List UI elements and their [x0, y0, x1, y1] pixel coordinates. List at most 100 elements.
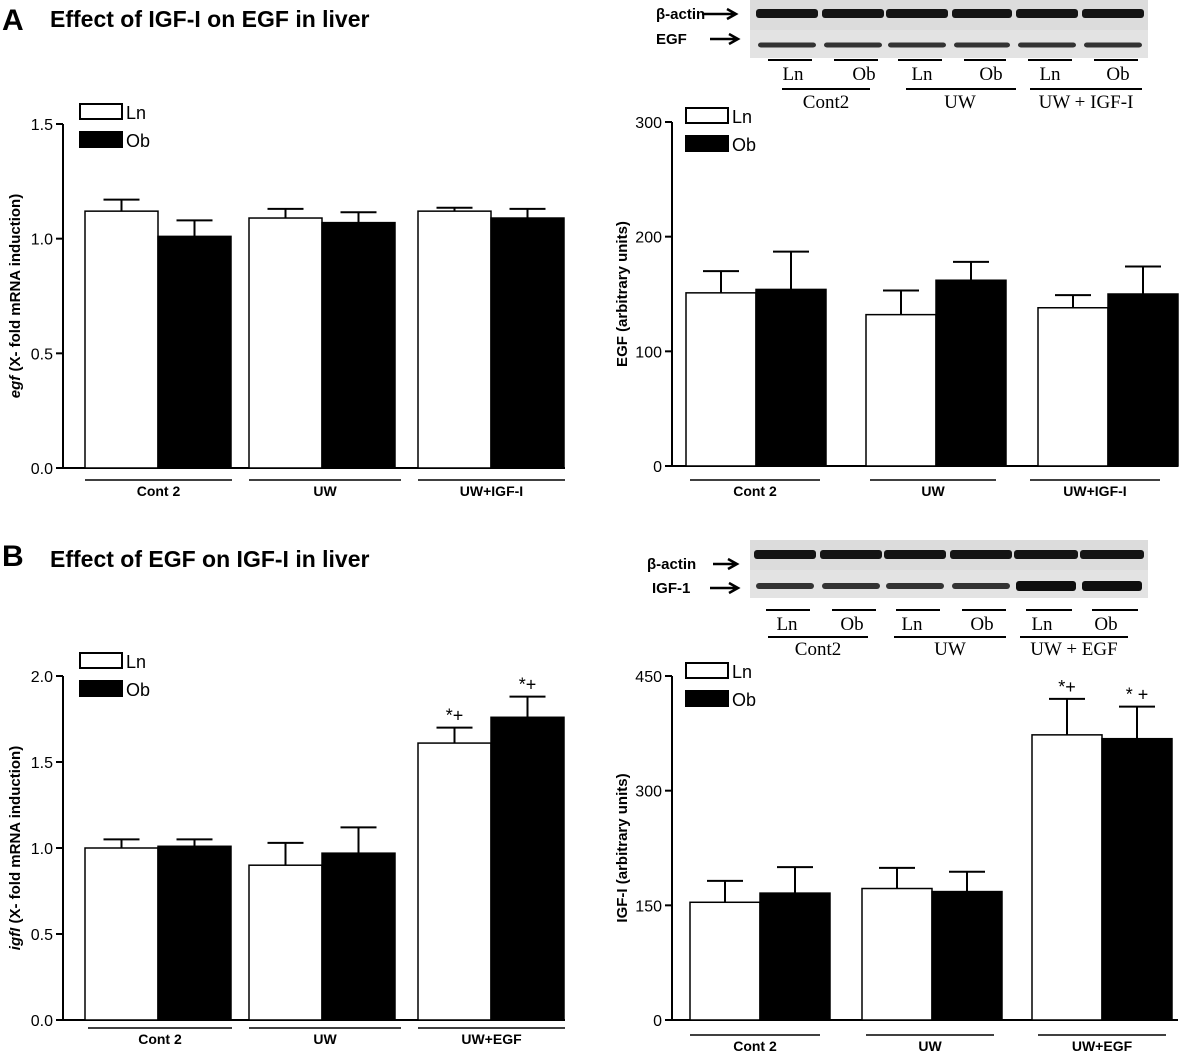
category-label: UW+IGF-I: [460, 483, 523, 499]
y-tick-label: 0.0: [31, 461, 53, 478]
blot-lane-label: Ln: [1031, 614, 1053, 635]
bar-ln: [417, 742, 492, 1021]
bar-ob: [157, 845, 232, 1021]
y-tick-label: 300: [635, 115, 662, 132]
y-tick-label: 0: [653, 1013, 662, 1030]
bar-ob: [755, 288, 827, 467]
category-label: UW: [313, 1031, 337, 1047]
bar-ln: [861, 887, 933, 1021]
blot-lane-label: Ln: [776, 614, 798, 635]
blot-lane-label: Ob: [979, 64, 1002, 85]
western-blot-a: β-actin EGF Ln Ob Ln Ob Ln Ob Cont2 UW U…: [656, 0, 1148, 113]
blot-band: [886, 583, 944, 589]
legend-label: Ln: [732, 107, 752, 127]
bar-ob: [1107, 293, 1179, 467]
y-axis-label: EGF (arbitrary units): [614, 221, 631, 367]
blot-band: [1080, 550, 1144, 559]
legend-swatch-ob: [685, 690, 729, 707]
panel-letter-b: B: [2, 540, 24, 573]
category-label: UW+EGF: [461, 1031, 522, 1047]
y-tick-label: 0.0: [31, 1013, 53, 1030]
significance-mark: *+: [1058, 677, 1076, 697]
legend-label: Ob: [732, 690, 756, 710]
blot-row-label: EGF: [656, 31, 687, 48]
blot-band: [952, 9, 1012, 18]
y-tick-label: 1.5: [31, 117, 53, 134]
blot-band: [1016, 581, 1076, 591]
bar-ob: [321, 852, 396, 1021]
legend-swatch-ob: [685, 135, 729, 152]
bar-ln: [248, 217, 323, 469]
blot-lane-label: Ln: [901, 614, 923, 635]
legend-swatch-ln: [79, 103, 123, 120]
blot-band: [756, 583, 814, 589]
blot-lane-label: Ob: [1094, 614, 1117, 635]
y-axis-label-text: IGF-I (arbitrary units): [614, 773, 631, 922]
legend-label: Ln: [126, 103, 146, 123]
blot-band: [820, 550, 882, 559]
blot-group-label: Cont2: [803, 92, 849, 113]
category-label: Cont 2: [733, 483, 777, 499]
bar-ln: [1031, 734, 1103, 1021]
blot-band: [1018, 42, 1076, 48]
bar-ob: [321, 221, 396, 469]
blot-lane-label: Ob: [852, 64, 875, 85]
legend-label: Ob: [732, 135, 756, 155]
legend-label: Ln: [126, 652, 146, 672]
blot-band: [1082, 9, 1144, 18]
bar-ln: [689, 901, 761, 1021]
blot-lane-label: Ln: [1039, 64, 1061, 85]
blot-band: [756, 9, 818, 18]
y-axis-label: egf (X- fold mRNA induction): [7, 194, 24, 398]
y-axis-label-text: (X- fold mRNA induction): [7, 746, 24, 928]
blot-band: [1082, 581, 1142, 591]
y-tick-label: 0.5: [31, 927, 53, 944]
bar-ln: [417, 210, 492, 469]
y-tick-label: 100: [635, 344, 662, 361]
y-axis-label-italic: igfI: [7, 927, 24, 950]
blot-lane-label: Ob: [1106, 64, 1129, 85]
blot-row-label: β-actin: [647, 556, 696, 573]
y-tick-label: 450: [635, 669, 662, 686]
category-label: Cont 2: [137, 483, 181, 499]
blot-band: [888, 42, 946, 48]
blot-lane-label: Ln: [911, 64, 933, 85]
bar-ob: [490, 217, 565, 469]
blot-band: [1084, 42, 1142, 48]
category-label: UW: [921, 483, 945, 499]
significance-mark: *+: [519, 675, 537, 695]
significance-mark: *+: [446, 706, 464, 726]
legend-swatch-ob: [79, 131, 123, 148]
category-label: UW: [918, 1038, 942, 1054]
blot-band: [884, 550, 946, 559]
bar-ln: [248, 864, 323, 1021]
chart-b-mrna: 0.0 0.5 1.0 1.5 2.0 igfI (X- fold mRNA induct…: [7, 652, 565, 1047]
category-label: Cont 2: [138, 1031, 182, 1047]
blot-group-label: UW + EGF: [1030, 639, 1117, 660]
blot-band: [754, 550, 816, 559]
legend-swatch-ln: [79, 652, 123, 669]
category-label: UW+IGF-I: [1063, 483, 1126, 499]
panel-title-b: Effect of EGF on IGF-I in liver: [50, 546, 370, 572]
legend-label: Ob: [126, 131, 150, 151]
blot-group-label: UW: [934, 639, 966, 660]
blot-band: [950, 550, 1012, 559]
panel-title-a: Effect of IGF-I on EGF in liver: [50, 6, 370, 32]
blot-lane-label: Ln: [782, 64, 804, 85]
blot-band: [1016, 9, 1078, 18]
bar-ob: [1101, 737, 1173, 1021]
blot-band: [822, 9, 884, 18]
blot-band: [824, 42, 882, 48]
y-tick-label: 2.0: [31, 669, 53, 686]
chart-b-protein: 0 150 300 450 IGF-I (arbitrary units) *+ * + Co…: [614, 662, 1178, 1054]
category-label: Cont 2: [733, 1038, 777, 1054]
bar-ob: [931, 890, 1003, 1021]
bar-ln: [84, 210, 159, 469]
blot-band: [954, 42, 1010, 48]
significance-mark: * +: [1126, 685, 1149, 705]
bar-ln: [1037, 307, 1109, 467]
blot-band: [758, 42, 816, 48]
y-tick-label: 1.5: [31, 755, 53, 772]
blot-band: [1014, 550, 1078, 559]
blot-group-label: UW + IGF-I: [1039, 92, 1134, 113]
